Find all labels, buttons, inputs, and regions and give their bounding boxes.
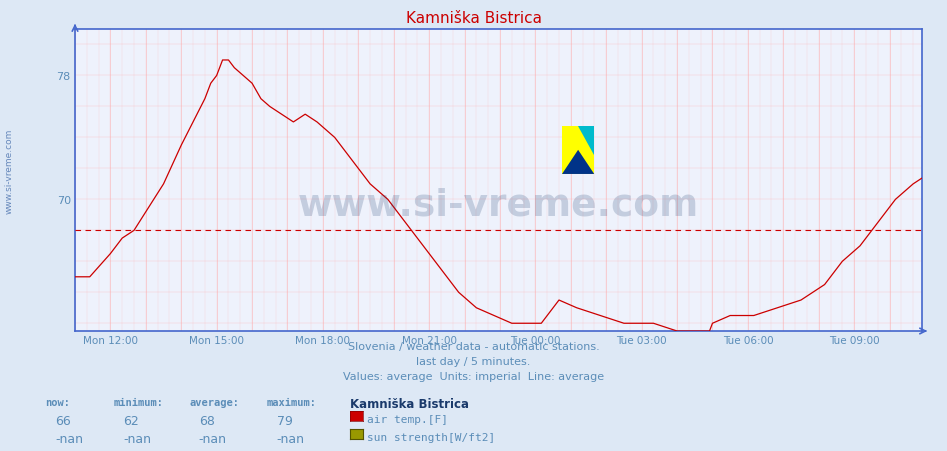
Bar <box>562 126 594 175</box>
Text: minimum:: minimum: <box>114 397 164 407</box>
Text: maximum:: maximum: <box>267 397 317 407</box>
Polygon shape <box>562 151 594 175</box>
Text: Slovenia / weather data - automatic stations.: Slovenia / weather data - automatic stat… <box>348 341 599 351</box>
Text: Kamniška Bistrica: Kamniška Bistrica <box>405 11 542 26</box>
Text: -nan: -nan <box>55 432 83 445</box>
Text: Kamniška Bistrica: Kamniška Bistrica <box>350 397 470 410</box>
Polygon shape <box>578 126 594 155</box>
Text: www.si-vreme.com: www.si-vreme.com <box>5 129 14 214</box>
Text: average:: average: <box>189 397 240 407</box>
Text: 79: 79 <box>277 414 293 427</box>
Text: -nan: -nan <box>277 432 305 445</box>
Text: last day / 5 minutes.: last day / 5 minutes. <box>417 356 530 366</box>
Text: now:: now: <box>45 397 70 407</box>
Text: -nan: -nan <box>199 432 227 445</box>
Text: 62: 62 <box>123 414 139 427</box>
Text: -nan: -nan <box>123 432 152 445</box>
Text: Values: average  Units: imperial  Line: average: Values: average Units: imperial Line: av… <box>343 371 604 381</box>
Text: www.si-vreme.com: www.si-vreme.com <box>298 187 699 223</box>
Text: 66: 66 <box>55 414 71 427</box>
Text: 68: 68 <box>199 414 215 427</box>
Text: sun strength[W/ft2]: sun strength[W/ft2] <box>367 432 495 442</box>
Text: air temp.[F]: air temp.[F] <box>367 414 449 424</box>
